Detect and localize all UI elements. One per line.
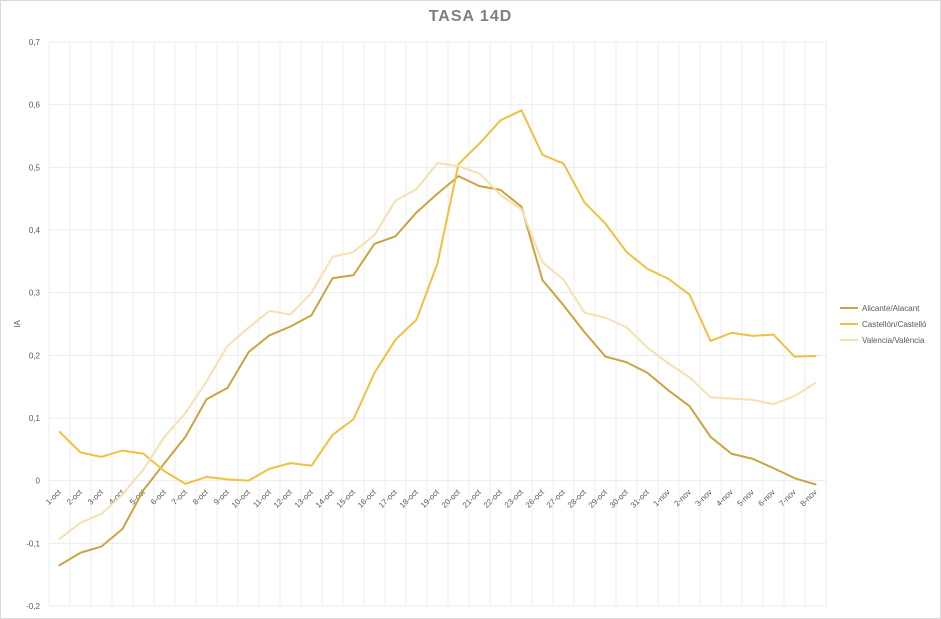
x-tick-label: 3-nov — [693, 488, 714, 509]
series-line-1 — [58, 109, 817, 485]
x-tick-label: 19-oct — [419, 487, 442, 510]
x-tick-label: 11-oct — [251, 487, 273, 509]
x-tick-label: 1-nov — [651, 488, 672, 509]
legend-label: Alicante/Alacant — [862, 304, 920, 313]
x-tick-label: 27-oct — [545, 487, 568, 510]
x-tick-label: 17-oct — [377, 487, 400, 510]
y-tick-label: -0,1 — [26, 539, 40, 548]
y-tick-label: 0 — [36, 477, 41, 486]
x-tick-label: 29-oct — [587, 487, 610, 510]
x-tick-label: 12-oct — [272, 487, 295, 510]
x-tick-label: 10-oct — [230, 487, 253, 510]
x-tick-label: 5-nov — [735, 488, 756, 509]
x-tick-label: 21-oct — [461, 487, 484, 510]
x-tick-label: 6-oct — [149, 487, 168, 506]
x-tick-label: 6-nov — [756, 488, 777, 509]
series-lines — [58, 109, 817, 567]
y-tick-label: -0,2 — [26, 602, 40, 611]
y-tick-label: 0,3 — [29, 289, 41, 298]
legend-label: Valencia/València — [862, 336, 925, 345]
x-tick-label: 7-oct — [170, 487, 189, 506]
y-tick-label: 0,5 — [29, 163, 41, 172]
x-tick-label: 3-oct — [86, 487, 105, 506]
legend: Alicante/Alacant Castellón/Castelló Valenc… — [840, 304, 927, 345]
y-tick-label: 0,1 — [29, 414, 41, 423]
x-tick-label: 4-oct — [107, 487, 126, 506]
x-tick-label: 28-oct — [566, 487, 589, 510]
x-tick-label: 15-oct — [335, 487, 358, 510]
series-line-2 — [58, 161, 817, 540]
x-tick-label: 9-oct — [212, 487, 231, 506]
chart-title: TASA 14D — [428, 8, 513, 25]
x-tick-label: 16-oct — [356, 487, 379, 510]
legend-label: Castellón/Castelló — [862, 320, 927, 329]
x-tick-label: 30-oct — [608, 487, 631, 510]
y-tick-label: 0,6 — [29, 101, 41, 110]
x-tick-label: 1-oct — [44, 487, 63, 506]
x-tick-label: 23-oct — [503, 487, 526, 510]
y-axis-label: IA — [13, 320, 22, 328]
grid-lines — [48, 41, 827, 607]
x-tick-label: 8-nov — [798, 488, 819, 509]
y-tick-label: 0,4 — [29, 226, 41, 235]
x-axis-ticks: 1-oct 2-oct 3-oct 4-oct 5-oct 6-oct 7-oct 8-oct… — [44, 487, 819, 510]
series-line-0 — [58, 175, 817, 567]
x-tick-label: 18-oct — [398, 487, 421, 510]
x-tick-label: 14-oct — [314, 487, 337, 510]
x-tick-label: 13-oct — [293, 487, 316, 510]
x-tick-label: 8-oct — [191, 487, 210, 506]
x-tick-label: 26-oct — [524, 487, 547, 510]
x-tick-label: 22-oct — [482, 487, 505, 510]
y-tick-label: 0,2 — [29, 351, 41, 360]
x-tick-label: 7-nov — [777, 488, 798, 509]
x-tick-label: 20-oct — [440, 487, 463, 510]
x-tick-label: 4-nov — [714, 488, 735, 509]
y-tick-label: 0,7 — [29, 38, 41, 47]
y-axis-ticks: -0,2 -0,1 0 0,1 0,2 0,3 0,4 0,5 0,6 0,7 — [26, 38, 40, 611]
x-tick-label: 2-nov — [672, 488, 693, 509]
x-tick-label: 31-oct — [629, 487, 652, 510]
x-tick-label: 2-oct — [65, 487, 84, 506]
